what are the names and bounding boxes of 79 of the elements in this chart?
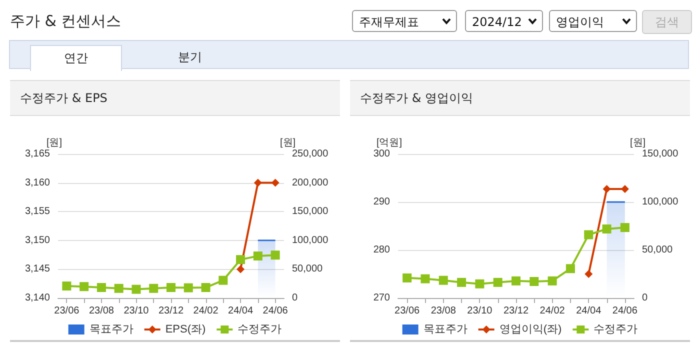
point <box>493 278 502 287</box>
point <box>114 284 124 293</box>
y2-tick-label: 250,000 <box>292 148 329 160</box>
text: 검색 <box>642 10 692 34</box>
point <box>184 283 193 292</box>
y2-tick-label: 150,000 <box>642 148 679 160</box>
text: 분기 <box>177 49 203 66</box>
text: 2024/12 <box>465 10 543 32</box>
point <box>236 255 246 264</box>
x-tick-label: 23/06 <box>394 306 420 316</box>
x-tick-label: 23/10 <box>124 306 150 316</box>
point <box>80 282 89 292</box>
y2-axis-title: [원] <box>280 138 296 148</box>
y-tick-label: 3,155 <box>24 206 50 218</box>
point <box>475 279 484 288</box>
x-tick-label: 24/02 <box>193 306 219 316</box>
y-tick-label: 300 <box>373 148 390 160</box>
point <box>438 276 448 285</box>
text: 영업이익 <box>549 10 637 32</box>
point <box>270 250 280 260</box>
y2-tick-label: 100,000 <box>292 234 329 246</box>
x-tick-label: 23/10 <box>467 306 493 316</box>
point <box>530 276 539 286</box>
point <box>166 283 176 292</box>
y-tick-label: 3,145 <box>24 264 50 275</box>
point <box>566 264 575 274</box>
legend-label: 목표주가 <box>89 324 134 336</box>
y-axis-title: [억원] <box>376 138 402 148</box>
text: 연간 <box>30 45 122 71</box>
y2-tick-label: 50,000 <box>642 244 674 256</box>
x-tick-label: 23/12 <box>503 306 529 316</box>
y-tick-label: 280 <box>373 244 390 256</box>
y-tick-label: 3,140 <box>24 292 50 304</box>
y2-tick-label: 0 <box>642 292 648 304</box>
y-tick-label: 290 <box>373 196 390 208</box>
x-tick-label: 24/02 <box>540 306 566 316</box>
x-tick-label: 24/06 <box>612 306 638 316</box>
point <box>402 273 412 282</box>
point <box>457 278 466 287</box>
point <box>602 224 612 234</box>
point <box>420 274 430 284</box>
x-tick-label: 23/06 <box>54 306 80 316</box>
point <box>62 282 72 291</box>
y2-tick-label: 150,000 <box>292 206 329 218</box>
x-tick-label: 23/12 <box>158 306 184 316</box>
x-tick-label: 24/04 <box>576 306 602 316</box>
point <box>512 276 520 286</box>
point <box>132 284 141 294</box>
y2-tick-label: 100,000 <box>642 196 679 208</box>
legend-label: 목표주가 <box>423 324 468 336</box>
y-tick-label: 3,150 <box>24 234 50 246</box>
point <box>218 276 228 285</box>
x-tick-label: 23/08 <box>88 306 114 316</box>
y2-tick-label: 200,000 <box>292 177 329 188</box>
chart-title: 수정주가 & EPS <box>10 80 340 116</box>
point <box>201 283 210 292</box>
y-tick-label: 270 <box>373 292 390 304</box>
legend-label: 수정주가 <box>238 324 282 336</box>
legend-label: EPS(좌) <box>165 324 206 336</box>
x-tick-label: 24/04 <box>228 306 254 316</box>
chart-title: 수정주가 & 영업이익 <box>350 80 690 116</box>
y-tick-label: 3,160 <box>24 177 50 188</box>
y-axis-title: [원] <box>46 138 62 148</box>
point <box>620 223 630 232</box>
legend-label: 수정주가 <box>594 324 638 336</box>
point <box>149 284 158 293</box>
point <box>253 252 262 261</box>
legend-label: 영업이익(좌) <box>499 324 562 336</box>
text: 주가 & 컨센서스 <box>10 12 122 31</box>
x-tick-label: 23/08 <box>430 306 456 316</box>
point <box>96 283 106 292</box>
y2-axis-title: [원] <box>630 138 646 148</box>
x-tick-label: 24/06 <box>262 306 288 316</box>
text: 주재무제표 <box>352 10 457 32</box>
point <box>548 276 557 286</box>
y2-tick-label: 0 <box>292 292 298 304</box>
y2-tick-label: 50,000 <box>292 264 324 275</box>
y-tick-label: 3,165 <box>24 148 50 160</box>
point <box>584 230 594 240</box>
